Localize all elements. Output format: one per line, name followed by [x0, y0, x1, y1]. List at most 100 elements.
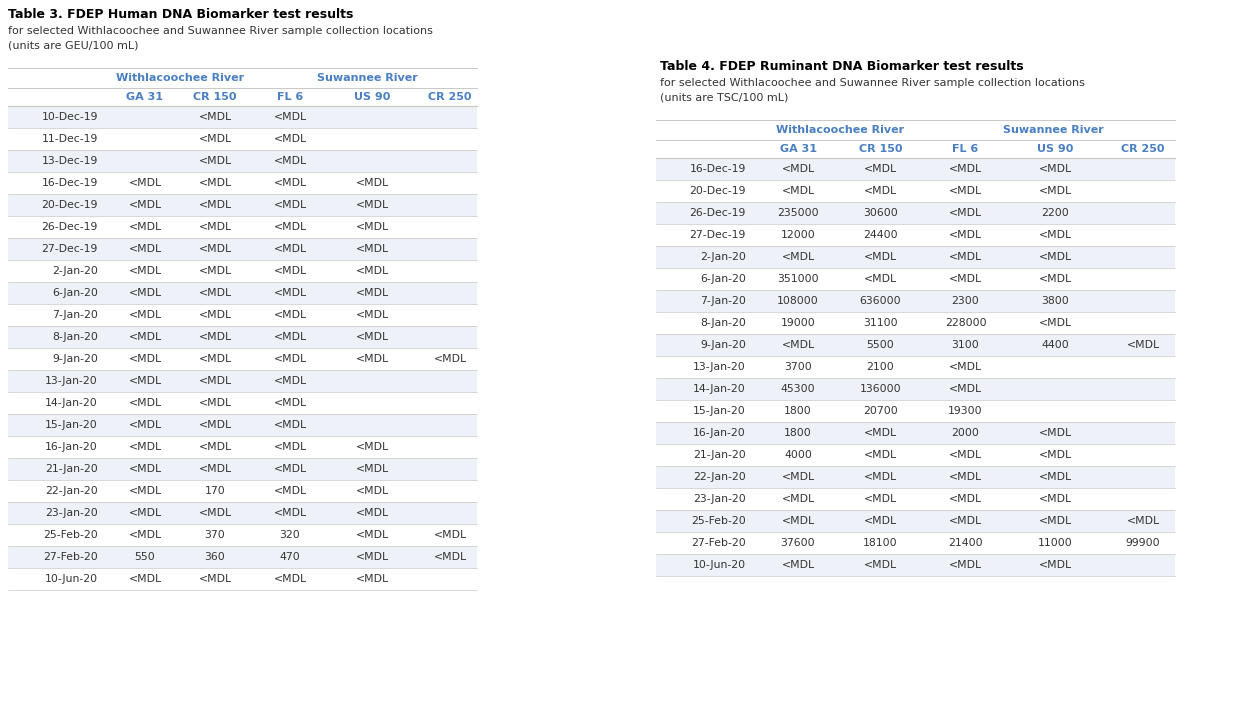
Bar	[8, 238, 478, 260]
Text: 170: 170	[204, 486, 226, 496]
Text: 21400: 21400	[949, 538, 983, 548]
Text: 26-Dec-19: 26-Dec-19	[42, 222, 98, 232]
Text: <MDL: <MDL	[198, 310, 232, 320]
Text: <MDL: <MDL	[273, 200, 306, 210]
Text: <MDL: <MDL	[1040, 230, 1072, 240]
Text: CR 150: CR 150	[193, 92, 237, 102]
Bar	[8, 458, 478, 480]
Text: 99900: 99900	[1125, 538, 1160, 548]
Text: 1800: 1800	[784, 428, 811, 438]
Text: <MDL: <MDL	[355, 288, 389, 298]
Text: for selected Withlacoochee and Suwannee River sample collection locations: for selected Withlacoochee and Suwannee …	[8, 26, 433, 36]
Text: <MDL: <MDL	[1040, 450, 1072, 460]
Text: 25-Feb-20: 25-Feb-20	[43, 530, 98, 540]
Text: 7-Jan-20: 7-Jan-20	[701, 296, 746, 306]
Text: <MDL: <MDL	[1040, 318, 1072, 328]
Text: 2200: 2200	[1042, 208, 1070, 218]
Text: <MDL: <MDL	[864, 516, 897, 526]
Text: <MDL: <MDL	[129, 398, 161, 408]
Bar	[656, 180, 1176, 202]
Text: <MDL: <MDL	[129, 354, 161, 364]
Text: <MDL: <MDL	[129, 288, 161, 298]
Text: 108000: 108000	[777, 296, 819, 306]
Text: 15-Jan-20: 15-Jan-20	[693, 406, 746, 416]
Bar	[8, 304, 478, 326]
Text: 31100: 31100	[863, 318, 898, 328]
Bar	[8, 128, 478, 150]
Bar	[8, 414, 478, 436]
Text: 351000: 351000	[777, 274, 819, 284]
Bar	[8, 194, 478, 216]
Bar	[656, 488, 1176, 510]
Text: 27-Dec-19: 27-Dec-19	[42, 244, 98, 254]
Text: <MDL: <MDL	[949, 450, 982, 460]
Text: FL 6: FL 6	[953, 144, 979, 154]
Text: 550: 550	[135, 552, 155, 562]
Bar	[656, 290, 1176, 312]
Text: <MDL: <MDL	[1040, 428, 1072, 438]
Bar	[8, 524, 478, 546]
Text: 13-Dec-19: 13-Dec-19	[42, 156, 98, 166]
Text: 21-Jan-20: 21-Jan-20	[45, 464, 98, 474]
Bar	[656, 378, 1176, 400]
Bar	[656, 356, 1176, 378]
Text: 23-Jan-20: 23-Jan-20	[693, 494, 746, 504]
Text: <MDL: <MDL	[1126, 516, 1159, 526]
Text: <MDL: <MDL	[198, 266, 232, 276]
Text: <MDL: <MDL	[129, 266, 161, 276]
Text: <MDL: <MDL	[273, 156, 306, 166]
Text: 10-Jun-20: 10-Jun-20	[693, 560, 746, 570]
Text: 25-Feb-20: 25-Feb-20	[692, 516, 746, 526]
Text: <MDL: <MDL	[198, 222, 232, 232]
Text: <MDL: <MDL	[129, 332, 161, 342]
Bar	[8, 326, 478, 348]
Text: <MDL: <MDL	[198, 398, 232, 408]
Text: 3100: 3100	[951, 340, 979, 350]
Bar	[656, 422, 1176, 444]
Text: <MDL: <MDL	[864, 186, 897, 196]
Text: Table 4. FDEP Ruminant DNA Biomarker test results: Table 4. FDEP Ruminant DNA Biomarker tes…	[660, 60, 1023, 73]
Text: <MDL: <MDL	[355, 310, 389, 320]
Text: <MDL: <MDL	[781, 472, 814, 482]
Text: 9-Jan-20: 9-Jan-20	[52, 354, 98, 364]
Bar	[656, 224, 1176, 246]
Bar	[8, 260, 478, 282]
Bar	[656, 158, 1176, 180]
Text: 10-Dec-19: 10-Dec-19	[42, 112, 98, 122]
Text: 470: 470	[280, 552, 300, 562]
Text: <MDL: <MDL	[273, 310, 306, 320]
Text: <MDL: <MDL	[273, 486, 306, 496]
Bar	[656, 400, 1176, 422]
Text: <MDL: <MDL	[864, 274, 897, 284]
Text: <MDL: <MDL	[949, 230, 982, 240]
Bar	[8, 370, 478, 392]
Text: 1800: 1800	[784, 406, 811, 416]
Text: <MDL: <MDL	[198, 178, 232, 188]
Text: <MDL: <MDL	[1040, 164, 1072, 174]
Text: <MDL: <MDL	[198, 354, 232, 364]
Text: <MDL: <MDL	[355, 442, 389, 452]
Text: 8-Jan-20: 8-Jan-20	[701, 318, 746, 328]
Text: GA 31: GA 31	[126, 92, 164, 102]
Text: <MDL: <MDL	[198, 508, 232, 518]
Text: 13-Jan-20: 13-Jan-20	[45, 376, 98, 386]
Text: <MDL: <MDL	[273, 574, 306, 584]
Text: 370: 370	[204, 530, 226, 540]
Bar	[8, 106, 478, 128]
Text: 10-Jun-20: 10-Jun-20	[45, 574, 98, 584]
Text: Table 3. FDEP Human DNA Biomarker test results: Table 3. FDEP Human DNA Biomarker test r…	[8, 8, 353, 21]
Text: 636000: 636000	[859, 296, 901, 306]
Text: <MDL: <MDL	[129, 222, 161, 232]
Bar	[8, 480, 478, 502]
Text: 4400: 4400	[1042, 340, 1070, 350]
Bar	[656, 312, 1176, 334]
Text: <MDL: <MDL	[781, 494, 814, 504]
Text: <MDL: <MDL	[273, 398, 306, 408]
Text: 6-Jan-20: 6-Jan-20	[52, 288, 98, 298]
Bar	[8, 216, 478, 238]
Bar	[8, 436, 478, 458]
Text: 30600: 30600	[863, 208, 898, 218]
Text: <MDL: <MDL	[1040, 516, 1072, 526]
Text: <MDL: <MDL	[355, 552, 389, 562]
Text: Suwannee River: Suwannee River	[318, 73, 418, 83]
